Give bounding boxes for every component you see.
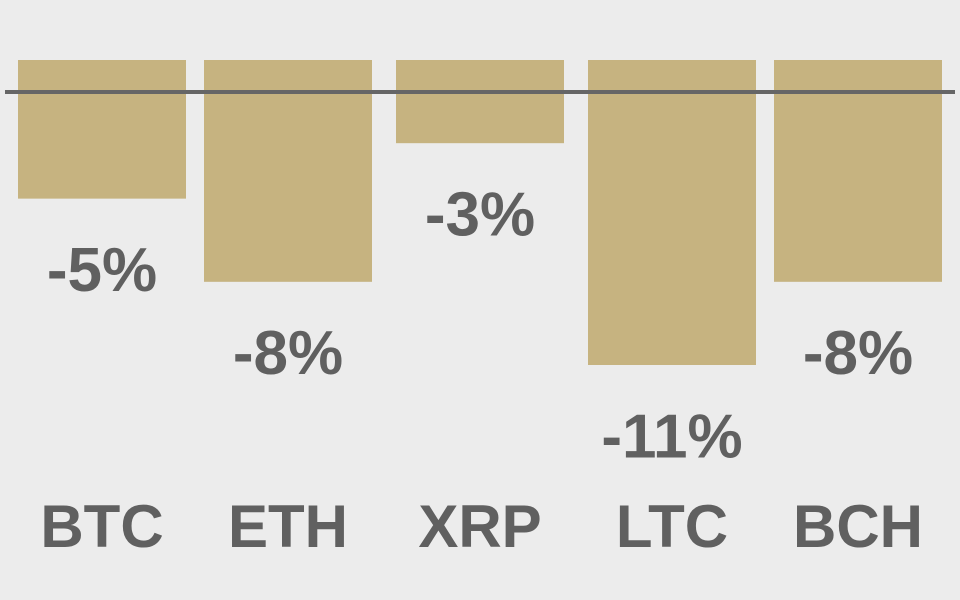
bar [396, 60, 564, 144]
bar [588, 60, 756, 365]
category-label: BCH [793, 493, 923, 560]
category-label: LTC [616, 493, 728, 560]
value-label: -8% [803, 319, 913, 388]
value-label: -11% [601, 402, 742, 471]
value-label: -8% [233, 319, 343, 388]
category-label: ETH [228, 493, 348, 560]
labels: -5% BTC -8% ETH -3% XRP -11% LTC -8% BCH [40, 181, 923, 560]
bar [204, 60, 372, 282]
value-label: -5% [47, 236, 157, 305]
category-label: BTC [40, 493, 163, 560]
bar [774, 60, 942, 282]
value-label: -3% [425, 181, 535, 250]
bars [18, 60, 942, 365]
bar [18, 60, 186, 199]
category-label: XRP [418, 493, 541, 560]
